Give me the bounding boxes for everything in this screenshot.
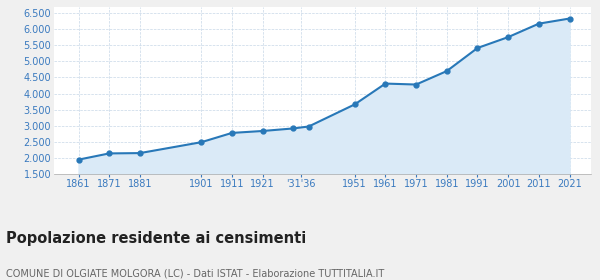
Text: COMUNE DI OLGIATE MOLGORA (LC) - Dati ISTAT - Elaborazione TUTTITALIA.IT: COMUNE DI OLGIATE MOLGORA (LC) - Dati IS… xyxy=(6,269,384,279)
Text: Popolazione residente ai censimenti: Popolazione residente ai censimenti xyxy=(6,231,306,246)
